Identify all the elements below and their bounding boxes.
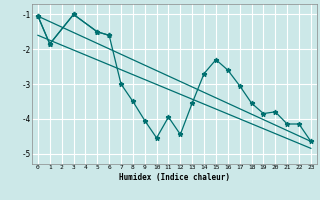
X-axis label: Humidex (Indice chaleur): Humidex (Indice chaleur)	[119, 173, 230, 182]
